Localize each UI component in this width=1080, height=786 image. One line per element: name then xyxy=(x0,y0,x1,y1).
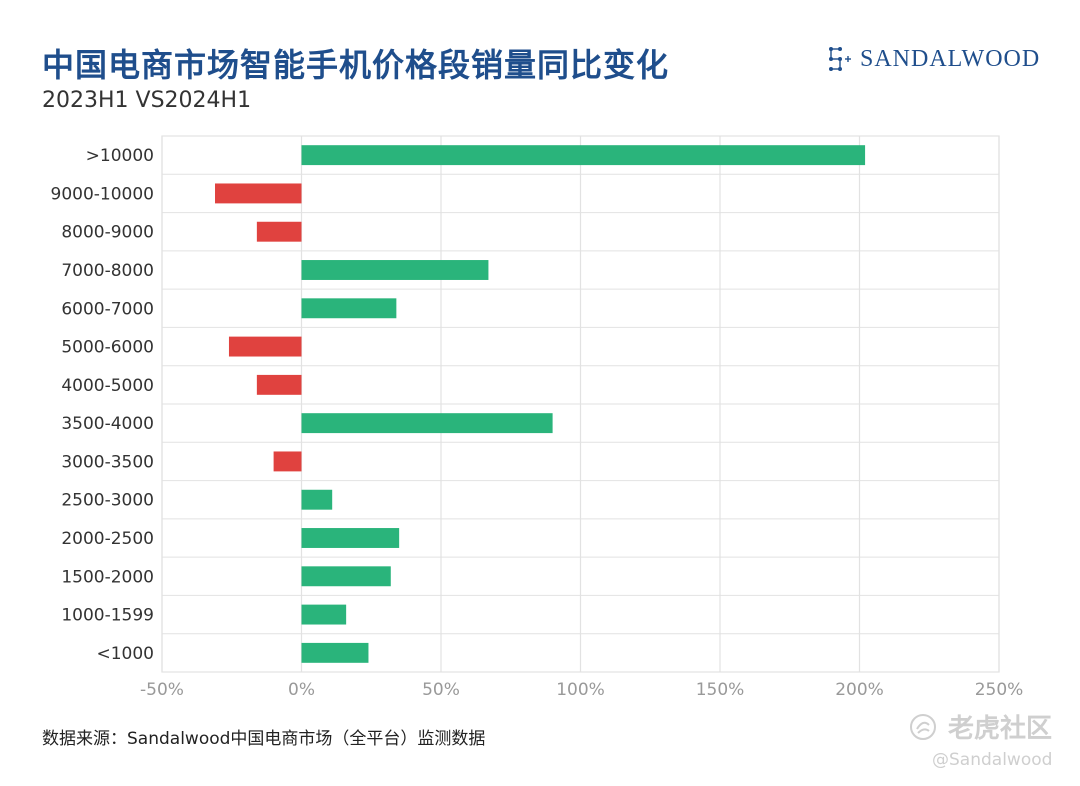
bar xyxy=(301,413,553,434)
category-label: 8000-9000 xyxy=(61,223,154,243)
x-tick-label: 100% xyxy=(556,680,605,700)
bar xyxy=(301,604,347,625)
bar xyxy=(256,374,302,395)
x-tick-label: 50% xyxy=(422,680,460,700)
watermark-logo: 老虎社区 xyxy=(908,708,1052,745)
tiger-community-icon xyxy=(910,713,936,740)
x-tick-label: 250% xyxy=(975,680,1024,700)
watermark-site: 老虎社区 xyxy=(948,714,1053,744)
x-tick-label: -50% xyxy=(140,680,184,700)
brand-name: SANDALWOOD xyxy=(860,45,1041,72)
category-label: 2500-3000 xyxy=(61,491,154,511)
bar xyxy=(301,298,397,319)
category-label: 1500-2000 xyxy=(61,567,154,587)
category-label: >10000 xyxy=(86,146,154,166)
category-label: 1000-1599 xyxy=(61,606,154,626)
category-label: 9000-10000 xyxy=(51,184,154,204)
category-label: 3500-4000 xyxy=(61,414,154,434)
x-tick-label: 200% xyxy=(835,680,884,700)
bar xyxy=(301,145,866,166)
chart-subtitle: 2023H1 VS2024H1 xyxy=(42,88,252,113)
category-label: 3000-3500 xyxy=(61,452,154,472)
bar xyxy=(301,260,489,280)
bar xyxy=(301,642,369,663)
bar xyxy=(215,183,302,204)
category-label: 2000-2500 xyxy=(61,529,154,549)
category-label: 4000-5000 xyxy=(61,376,154,396)
bar xyxy=(301,489,333,510)
x-tick-label: 150% xyxy=(696,680,745,700)
chart-title: 中国电商市场智能手机价格段销量同比变化 xyxy=(42,46,670,84)
bar xyxy=(256,221,302,242)
bar xyxy=(301,566,391,587)
category-label: 5000-6000 xyxy=(61,338,154,358)
brand-logo: SANDALWOOD xyxy=(826,44,1040,74)
watermark-handle: @Sandalwood xyxy=(932,750,1053,770)
sandalwood-logo-icon xyxy=(829,47,851,71)
x-tick-label: 0% xyxy=(288,680,315,700)
bar xyxy=(273,451,302,472)
category-label: 6000-7000 xyxy=(61,299,154,319)
bar xyxy=(301,528,400,548)
data-source-note: 数据来源：Sandalwood中国电商市场（全平台）监测数据 xyxy=(42,729,486,749)
bar xyxy=(228,336,302,357)
category-label: <1000 xyxy=(96,644,154,664)
category-label: 7000-8000 xyxy=(61,261,154,281)
